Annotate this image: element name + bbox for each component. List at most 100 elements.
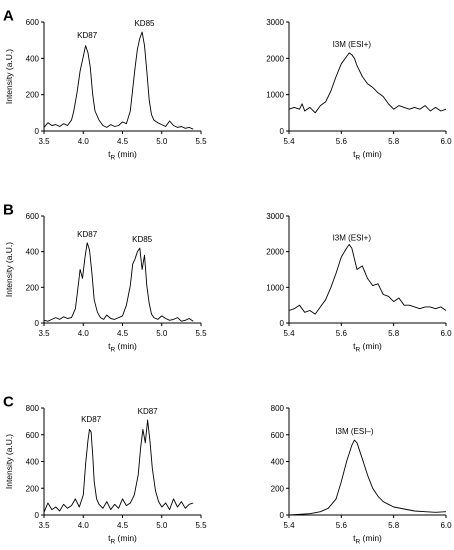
x-tick-label: 5.8 [388,521,400,530]
x-axis-label-unit: (min) [115,341,137,351]
chart-panel-4: 5.4 5.6 5.8 6.0 0 1000 2000 3000 tR (min) I3M (ES… [266,212,452,354]
x-axis-label-unit: (min) [360,533,382,543]
x-tick-label: 3.5 [38,137,50,146]
x-tick-label: 4.0 [78,329,90,338]
x-axis-label-subscript: R [110,155,115,162]
peak-label: KD87 [81,415,102,424]
peak-label: KD85 [134,19,155,28]
y-tick-label: 200 [271,484,285,493]
y-axis-label: Intensity (a.U.) [4,49,14,104]
x-axis-label: tR (min) [353,149,382,162]
x-axis-label: tR (min) [353,533,382,546]
y-axis-label: Intensity (a.U.) [4,242,14,297]
chromatogram-trace [288,439,447,516]
peak-label: I3M (ESI+) [333,233,372,242]
y-axis-label: Intensity (a.U.) [4,434,14,489]
x-tick-label: 6.0 [440,329,452,338]
x-axis-label-main: t [353,149,356,159]
x-axis-label-unit: (min) [360,149,382,159]
y-tick-label: 800 [271,404,285,413]
chromatogram-trace [43,419,194,513]
chromatogram-trace [43,242,194,322]
x-tick-label: 6.0 [440,521,452,530]
x-tick-label: 5.5 [195,137,207,146]
x-tick-label: 5.8 [388,137,400,146]
y-tick-label: 400 [26,248,40,257]
chart-panel-5: C 3.5 4.0 4.5 5.0 5.5 0 200 400 600 800 tR (min) Int… [3,393,207,545]
peak-label: KD87 [138,407,159,416]
x-axis-label-subscript: R [110,539,115,546]
x-tick-label: 5.4 [283,329,295,338]
chart-panel-1: A 3.5 4.0 4.5 5.0 5.5 0 200 400 600 tR (min) Intens… [3,7,207,161]
y-tick-label: 0 [280,319,285,328]
x-tick-label: 3.5 [38,521,50,530]
y-tick-label: 0 [35,511,40,520]
y-tick-label: 600 [26,212,40,221]
panel-row-label: C [3,393,14,410]
x-axis-label-main: t [108,341,111,351]
x-tick-label: 3.5 [38,329,50,338]
peak-label: KD87 [77,31,98,40]
panel-row-label: A [3,7,14,24]
y-tick-label: 600 [26,18,40,27]
x-tick-label: 4.0 [78,521,90,530]
y-tick-label: 3000 [266,18,284,27]
x-axis-label-main: t [108,533,111,543]
x-tick-label: 4.5 [117,137,129,146]
x-tick-label: 5.6 [336,329,348,338]
y-tick-label: 2000 [266,248,284,257]
y-tick-label: 600 [271,431,285,440]
y-tick-label: 0 [280,127,285,136]
panel-row-label: B [3,201,14,218]
x-axis-label-subscript: R [355,539,360,546]
chart-panel-2: 5.4 5.6 5.8 6.0 0 1000 2000 3000 tR (min) I3M (ES… [266,18,452,162]
x-tick-label: 4.0 [78,137,90,146]
y-tick-label: 200 [26,484,40,493]
x-tick-label: 6.0 [440,137,452,146]
x-axis-label: tR (min) [108,533,137,546]
x-tick-label: 5.0 [156,521,168,530]
y-tick-label: 0 [280,511,285,520]
x-tick-label: 4.5 [117,329,129,338]
x-axis-label-main: t [353,533,356,543]
y-tick-label: 3000 [266,212,284,221]
y-tick-label: 800 [26,404,40,413]
x-axis-label-unit: (min) [115,533,137,543]
x-tick-label: 5.4 [283,521,295,530]
y-tick-label: 400 [271,458,285,467]
x-tick-label: 5.8 [388,329,400,338]
chromatogram-trace [288,244,447,315]
x-tick-label: 5.0 [156,329,168,338]
x-tick-label: 5.4 [283,137,295,146]
x-axis-label: tR (min) [108,149,137,162]
chromatogram-trace [43,31,194,130]
peak-label: KD87 [77,230,98,239]
x-axis-label: tR (min) [108,341,137,354]
x-axis-label: tR (min) [353,341,382,354]
y-tick-label: 0 [35,319,40,328]
x-tick-label: 5.6 [336,137,348,146]
x-axis-label-subscript: R [110,347,115,354]
x-axis-label-main: t [353,341,356,351]
peak-label: I3M (ESI–) [335,427,374,436]
x-axis-label-unit: (min) [360,341,382,351]
x-tick-label: 5.6 [336,521,348,530]
y-tick-label: 1000 [266,91,284,100]
x-axis-label-subscript: R [355,155,360,162]
y-tick-label: 200 [26,283,40,292]
x-axis-label-subscript: R [355,347,360,354]
x-axis-label-main: t [108,149,111,159]
x-tick-label: 4.5 [117,521,129,530]
peak-label: KD85 [132,235,153,244]
peak-label: I3M (ESI+) [333,40,372,49]
y-tick-label: 0 [35,127,40,136]
y-tick-label: 400 [26,458,40,467]
x-tick-label: 5.0 [156,137,168,146]
x-axis-label-unit: (min) [115,149,137,159]
x-tick-label: 5.5 [195,329,207,338]
y-tick-label: 400 [26,54,40,63]
y-tick-label: 1000 [266,283,284,292]
chromatogram-trace [288,52,447,114]
x-tick-label: 5.5 [195,521,207,530]
